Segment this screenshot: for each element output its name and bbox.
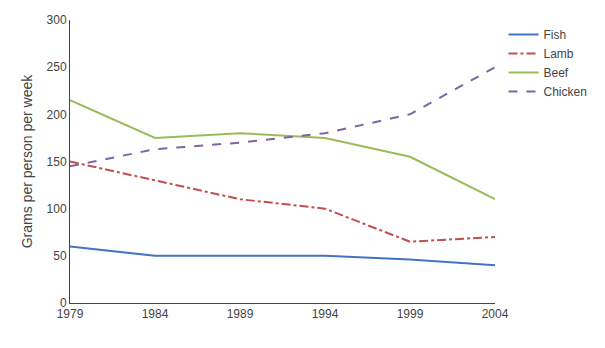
svg-text:1989: 1989 [227,307,254,321]
svg-text:Grams per person per week: Grams per person per week [19,74,35,249]
svg-text:1999: 1999 [397,307,424,321]
svg-text:100: 100 [47,202,67,216]
svg-text:1984: 1984 [142,307,169,321]
svg-text:1994: 1994 [312,307,339,321]
svg-text:150: 150 [47,155,67,169]
svg-text:Chicken: Chicken [544,85,587,99]
svg-text:0: 0 [60,296,67,310]
svg-text:Lamb: Lamb [544,47,574,61]
svg-text:300: 300 [47,13,67,27]
svg-text:2004: 2004 [482,307,509,321]
svg-text:Fish: Fish [544,28,567,42]
svg-text:1979: 1979 [57,307,84,321]
svg-text:250: 250 [47,60,67,74]
svg-text:50: 50 [53,249,67,263]
svg-text:Beef: Beef [544,66,569,80]
svg-text:200: 200 [47,108,67,122]
